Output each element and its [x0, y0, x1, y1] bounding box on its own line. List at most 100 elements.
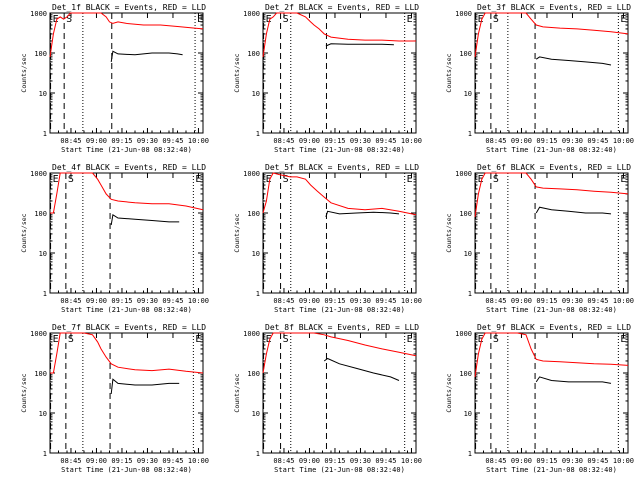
x-tick-label: 09:45 — [162, 137, 183, 145]
x-axis-label: Start Time (21-Jun-08 08:32:40) — [486, 146, 617, 154]
event-marker-label: S — [493, 174, 499, 185]
series-line-lld — [50, 332, 204, 374]
x-tick-label: 09:15 — [324, 297, 345, 305]
chart-title: Det_4f BLACK = Events, RED = LLD — [52, 163, 206, 172]
x-tick-label: 09:00 — [511, 297, 532, 305]
x-tick-label: 09:00 — [299, 137, 320, 145]
x-tick-label: 09:15 — [111, 457, 132, 465]
event-marker-label: S — [68, 334, 74, 345]
x-tick-label: 08:45 — [60, 457, 81, 465]
chart-panel-6: Det_6f BLACK = Events, RED = LLD 1 10 100 10… — [445, 163, 634, 314]
y-tick-label: 1 — [468, 130, 472, 138]
event-marker-label: E — [195, 174, 201, 185]
series-line-events — [535, 56, 612, 66]
y-tick-label: 1 — [468, 450, 472, 458]
plot-frame — [49, 12, 204, 134]
event-marker-label: E — [266, 14, 272, 25]
x-tick-label: 09:15 — [536, 297, 557, 305]
x-tick-label: 09:15 — [536, 137, 557, 145]
y-tick-label: 10 — [39, 410, 47, 418]
series-line-events — [110, 50, 183, 62]
x-axis-label: Start Time (21-Jun-08 08:32:40) — [486, 306, 617, 314]
x-axis-label: Start Time (21-Jun-08 08:32:40) — [61, 466, 192, 474]
y-tick-label: 10 — [464, 90, 472, 98]
x-tick-label: 08:45 — [485, 137, 506, 145]
event-marker-label: E — [197, 14, 203, 25]
y-tick-label: 100 — [247, 210, 260, 218]
event-marker-label: S — [283, 334, 289, 345]
chart-panel-8: Det_8f BLACK = Events, RED = LLD 1 10 100 10… — [233, 323, 422, 474]
event-marker-label: E — [407, 174, 413, 185]
y-tick-label: 10 — [39, 90, 47, 98]
y-axis-label: Counts/sec — [445, 213, 453, 252]
event-marker-label: E — [53, 174, 59, 185]
chart-title: Det_3f BLACK = Events, RED = LLD — [477, 3, 631, 12]
x-tick-label: 09:15 — [324, 457, 345, 465]
y-tick-label: 100 — [34, 210, 47, 218]
y-tick-label: 10 — [252, 410, 260, 418]
x-tick-label: 09:15 — [536, 457, 557, 465]
x-tick-label: 09:45 — [375, 297, 396, 305]
chart-title: Det_9f BLACK = Events, RED = LLD — [477, 323, 631, 332]
y-tick-label: 1 — [43, 290, 47, 298]
event-marker-label: S — [283, 14, 289, 25]
x-tick-label: 10:00 — [401, 457, 422, 465]
y-tick-label: 100 — [459, 50, 472, 58]
x-tick-label: 09:45 — [162, 457, 183, 465]
x-tick-label: 09:30 — [137, 137, 158, 145]
chart-panel-4: Det_4f BLACK = Events, RED = LLD 1 10 100 10… — [20, 163, 209, 314]
series-line-lld — [474, 332, 629, 377]
event-marker-label: E — [407, 14, 413, 25]
x-tick-label: 09:00 — [86, 457, 107, 465]
event-marker-label: E — [53, 334, 59, 345]
series-line-events — [110, 213, 180, 226]
event-marker-label: S — [66, 14, 72, 25]
y-tick-label: 1000 — [455, 10, 472, 18]
x-tick-label: 09:00 — [86, 137, 107, 145]
chart-panel-5: Det_5f BLACK = Events, RED = LLD 1 10 100 10… — [233, 163, 422, 314]
event-marker-label: E — [53, 14, 59, 25]
chart-panel-3: Det_3f BLACK = Events, RED = LLD 1 10 100 10… — [445, 3, 634, 154]
x-tick-label: 09:00 — [299, 457, 320, 465]
x-tick-label: 09:30 — [350, 137, 371, 145]
chart-title: Det_8f BLACK = Events, RED = LLD — [265, 323, 419, 332]
x-tick-label: 09:30 — [562, 297, 583, 305]
series-line-lld — [49, 12, 204, 57]
y-axis-label: Counts/sec — [445, 53, 453, 92]
x-tick-label: 10:00 — [188, 137, 209, 145]
x-tick-label: 09:30 — [137, 297, 158, 305]
event-marker-label: E — [478, 14, 484, 25]
plot-frame — [49, 172, 204, 294]
y-tick-label: 1 — [256, 450, 260, 458]
y-tick-label: 1000 — [455, 330, 472, 338]
y-tick-label: 1 — [256, 130, 260, 138]
chart-title: Det_2f BLACK = Events, RED = LLD — [265, 3, 419, 12]
x-tick-label: 09:45 — [375, 457, 396, 465]
x-tick-label: 08:45 — [485, 297, 506, 305]
y-axis-label: Counts/sec — [233, 53, 241, 92]
series-line-events — [325, 43, 394, 47]
y-tick-label: 1000 — [243, 10, 260, 18]
series-line-events — [110, 378, 180, 394]
y-tick-label: 1000 — [243, 330, 260, 338]
x-axis-label: Start Time (21-Jun-08 08:32:40) — [61, 146, 192, 154]
x-tick-label: 10:00 — [188, 297, 209, 305]
series-line-lld — [262, 332, 417, 374]
x-tick-label: 09:30 — [562, 457, 583, 465]
chart-panel-2: Det_2f BLACK = Events, RED = LLD 1 10 100 10… — [233, 3, 422, 154]
series-line-lld — [474, 172, 629, 217]
series-line-lld — [262, 12, 416, 57]
x-tick-label: 08:45 — [273, 457, 294, 465]
series-line-events — [535, 206, 612, 215]
x-tick-label: 08:45 — [273, 137, 294, 145]
y-tick-label: 10 — [252, 250, 260, 258]
y-axis-label: Counts/sec — [20, 213, 28, 252]
x-tick-label: 09:45 — [587, 457, 608, 465]
x-tick-label: 10:00 — [401, 297, 422, 305]
y-tick-label: 100 — [34, 50, 47, 58]
y-tick-label: 1000 — [30, 170, 47, 178]
series-line-events — [323, 357, 400, 381]
y-tick-label: 100 — [34, 370, 47, 378]
chart-panel-7: Det_7f BLACK = Events, RED = LLD 1 10 100 10… — [20, 323, 209, 474]
